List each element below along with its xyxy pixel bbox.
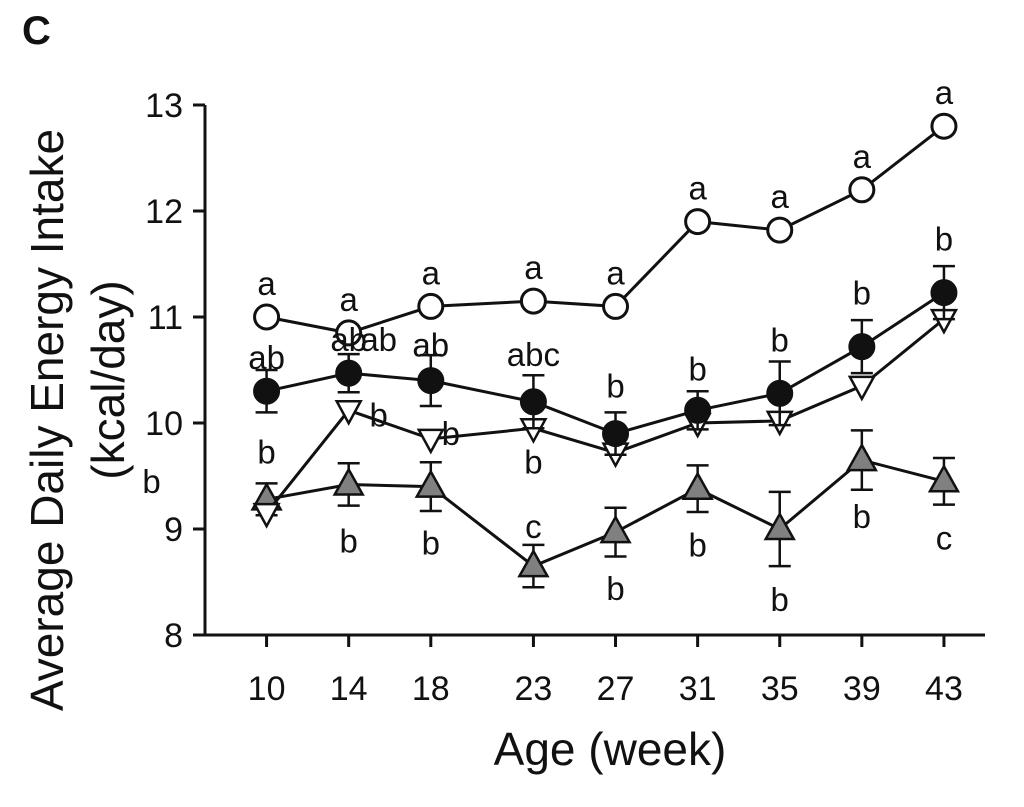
data-point (334, 400, 363, 426)
significance-letter: a (935, 74, 954, 111)
data-point (848, 333, 876, 361)
significance-letter: a (340, 281, 359, 318)
data-point (414, 469, 447, 498)
data-point (253, 377, 281, 405)
significance-letter: b (422, 525, 440, 562)
x-tick-label: 35 (761, 670, 799, 708)
data-point (681, 471, 714, 500)
significance-letter: b (606, 368, 624, 405)
significance-letter: ab (330, 321, 367, 358)
data-point (335, 359, 363, 387)
significance-letter: abc (507, 336, 560, 373)
y-tick-label: 9 (164, 511, 183, 549)
x-tick-label: 23 (515, 670, 553, 708)
significance-letter: b (257, 433, 275, 470)
significance-letter: b (524, 443, 542, 480)
series-line (266, 458, 945, 568)
significance-letter: a (606, 254, 625, 291)
significance-letter: ab (360, 321, 397, 358)
significance-letter: b (606, 570, 624, 607)
y-axis-title-line1: Average Daily Energy Intake (21, 129, 73, 711)
plot-series (250, 112, 961, 589)
x-tick-label: 39 (843, 670, 881, 708)
x-tick-label: 18 (412, 670, 450, 708)
data-point (766, 379, 794, 407)
data-point (517, 548, 550, 578)
axes: 8 9 10 11 12 13 10 14 18 23 27 31 35 39 43 (145, 87, 985, 708)
data-point (416, 428, 445, 455)
significance-letter: b (853, 498, 871, 535)
y-axis-title-line2: (kcal/day) (82, 280, 134, 479)
significance-letter: ab (248, 339, 285, 376)
data-point (763, 511, 796, 541)
significance-letter: c (936, 519, 953, 556)
significance-letter: b (771, 581, 789, 618)
data-point (417, 367, 445, 395)
significance-letter: b (688, 350, 706, 387)
data-point (927, 463, 961, 493)
data-point (602, 292, 630, 320)
significance-letter: ab (412, 327, 449, 364)
significance-letter: b (935, 221, 953, 258)
y-tick-label: 10 (145, 405, 183, 443)
significance-letter: b (442, 415, 460, 452)
data-point (519, 287, 547, 315)
y-tick-label: 12 (145, 193, 183, 231)
data-point (253, 303, 281, 331)
data-point (519, 388, 547, 416)
significance-letter: b (771, 321, 789, 358)
significance-letter: a (422, 254, 441, 291)
data-point (602, 420, 630, 448)
x-tick-label: 10 (248, 670, 286, 708)
significance-letter: a (771, 178, 790, 215)
data-point (684, 396, 712, 424)
significance-letter: b (853, 275, 871, 312)
data-point (335, 319, 363, 347)
data-point (252, 502, 281, 529)
series-circle-filled (253, 264, 958, 457)
panel-label: C (22, 9, 51, 53)
significance-letter: c (525, 508, 542, 545)
data-point (766, 216, 794, 244)
data-point (930, 279, 958, 307)
data-point (845, 442, 878, 472)
significance-letter: a (524, 249, 543, 286)
significance-letter: b (370, 396, 388, 433)
series-triangle-up-gray (250, 429, 961, 589)
series-circle-open (253, 112, 958, 347)
x-tick-label: 31 (679, 670, 717, 708)
data-point (848, 176, 876, 204)
y-tick-label: 8 (164, 617, 183, 655)
significance-letter: a (853, 138, 872, 175)
x-tick-label: 14 (330, 670, 368, 708)
significance-letter: b (688, 527, 706, 564)
data-point (417, 292, 445, 320)
y-tick-label: 13 (145, 87, 183, 125)
data-point (599, 514, 632, 544)
x-axis-title: Age (week) (494, 723, 727, 775)
x-tick-label: 27 (597, 670, 635, 708)
significance-letter: b (142, 463, 160, 500)
significance-letter: a (257, 265, 276, 302)
y-tick-label: 11 (148, 299, 183, 337)
x-tick-label: 43 (925, 670, 963, 708)
data-point (930, 112, 958, 140)
significance-letter: a (688, 170, 707, 207)
significance-letter: b (340, 522, 358, 559)
data-point (332, 466, 365, 496)
data-point (847, 375, 876, 402)
data-point (684, 208, 712, 236)
